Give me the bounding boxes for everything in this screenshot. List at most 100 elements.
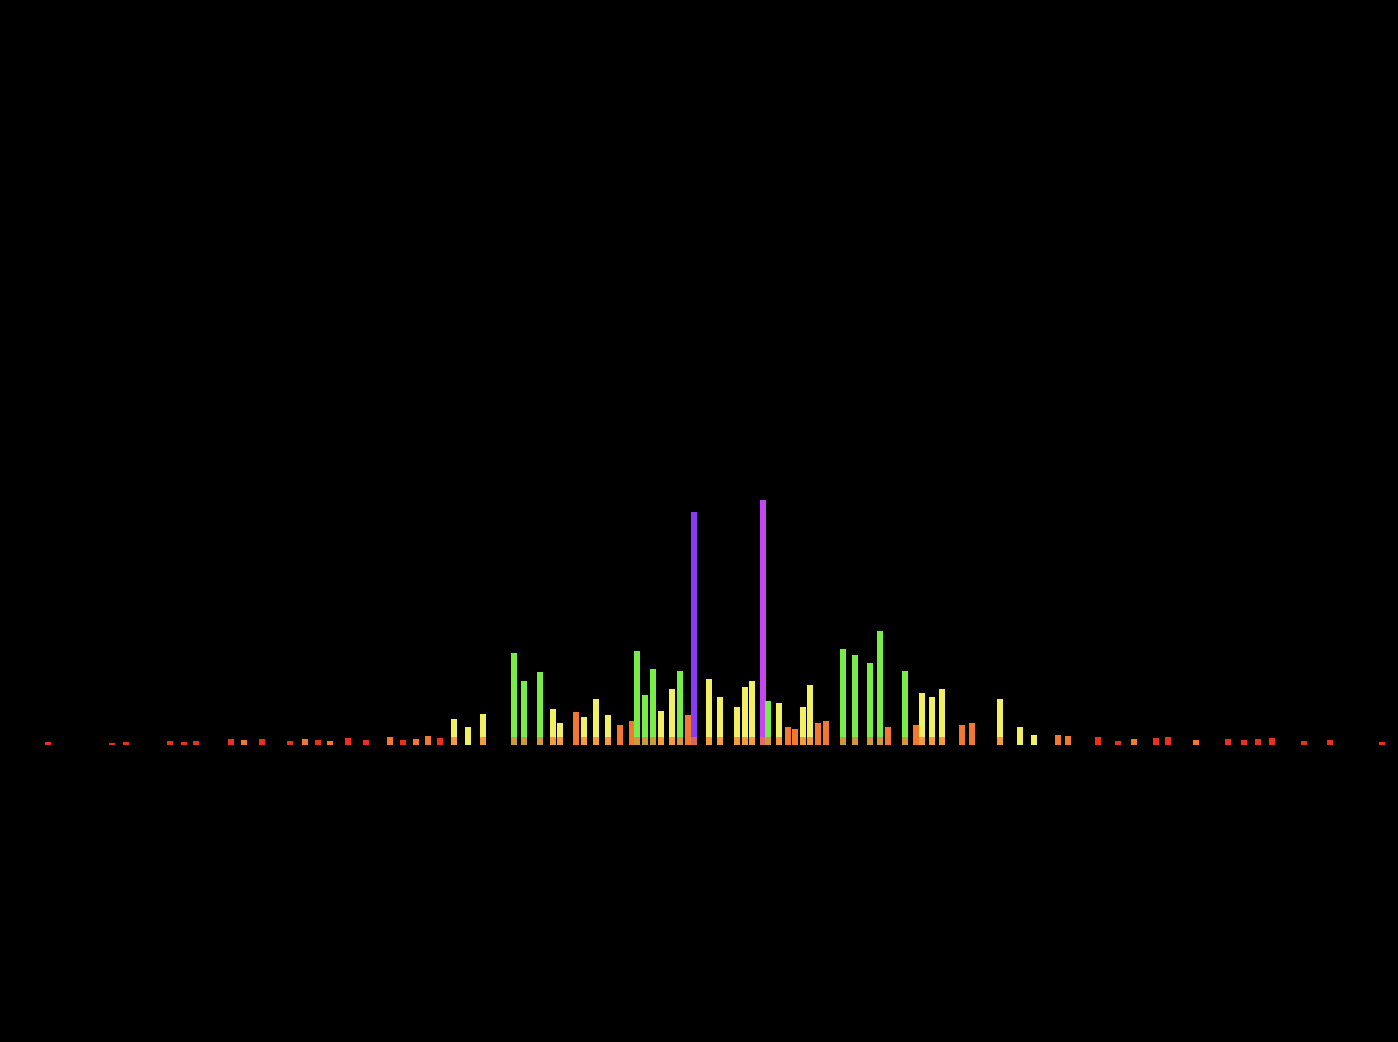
spectrum-bar-15: [387, 737, 393, 745]
spectrum-bar-40: [685, 715, 691, 745]
spectrum-bar-20: [451, 719, 457, 745]
spectrum-bar-38: [669, 689, 675, 745]
spectrum-bar-61: [902, 671, 908, 745]
spectrum-bar-74: [1115, 741, 1121, 745]
spectrum-bar-82: [1269, 738, 1275, 745]
spectrum-bar-43: [717, 697, 723, 745]
spectrum-bar-base-23: [511, 737, 517, 745]
spectrum-bar-50: [785, 727, 791, 745]
spectrum-bar-base-30: [593, 737, 599, 745]
spectrum-bar-base-53: [807, 737, 813, 745]
spectrum-bar-base-67: [969, 737, 975, 745]
spectrum-bar-base-46: [749, 737, 755, 745]
spectrum-bar-71: [1055, 735, 1061, 745]
spectrum-bar-13: [345, 738, 351, 745]
spectrum-bar-14: [363, 740, 369, 745]
spectrum-bar-68: [997, 699, 1003, 745]
spectrum-bar-49: [776, 703, 782, 745]
spectrum-bar-54: [815, 723, 821, 745]
spectrum-bar-base-48: [765, 737, 771, 745]
spectrum-bar-10: [302, 739, 308, 745]
spectrum-bar-78: [1193, 740, 1199, 745]
spectrum-bar-base-37: [658, 737, 664, 745]
spectrum-bar-base-41: [691, 737, 697, 745]
spectrum-bar-base-34: [634, 737, 640, 745]
spectrum-bar-26: [550, 709, 556, 745]
spectrum-bar-6: [228, 739, 234, 745]
spectrum-bar-45: [742, 687, 748, 745]
spectrum-bar-base-22: [480, 737, 486, 745]
spectrum-bar-83: [1301, 741, 1307, 745]
spectrum-bar-base-43: [717, 737, 723, 745]
spectrum-bar-72: [1065, 736, 1071, 745]
spectrum-bar-5: [193, 741, 199, 745]
spectrum-bar-base-56: [840, 737, 846, 745]
spectrum-bar-12: [327, 741, 333, 745]
spectrum-bar-base-54: [815, 737, 821, 745]
spectrum-bar-67: [969, 723, 975, 745]
spectrum-bar-64: [929, 697, 935, 745]
spectrum-bar-22: [480, 714, 486, 745]
spectrum-bar-base-33: [629, 737, 635, 745]
spectrum-bar-29: [581, 717, 587, 745]
spectrum-bar-73: [1095, 737, 1101, 745]
spectrum-bar-53: [807, 685, 813, 745]
spectrum-bar-52: [800, 707, 806, 745]
spectrum-bar-30: [593, 699, 599, 745]
spectrum-bar-base-57: [852, 737, 858, 745]
spectrum-bar-base-25: [537, 737, 543, 745]
spectrum-bar-36: [650, 669, 656, 745]
spectrum-bar-69: [1017, 727, 1023, 745]
spectrum-bar-28: [573, 712, 579, 745]
spectrum-bar-44: [734, 707, 740, 745]
spectrum-bar-47: [760, 500, 766, 745]
spectrum-bar-base-38: [669, 737, 675, 745]
spectrum-bar-79: [1225, 739, 1231, 745]
spectrum-bar-base-52: [800, 737, 806, 745]
spectrum-bar-base-40: [685, 737, 691, 745]
spectrum-bar-25: [537, 672, 543, 745]
spectrum-bar-70: [1031, 735, 1037, 745]
spectrum-bar-16: [400, 740, 406, 745]
spectrum-bar-base-65: [939, 737, 945, 745]
spectrum-bar-base-44: [734, 737, 740, 745]
spectrum-bar-32: [617, 725, 623, 745]
spectrum-bar-base-26: [550, 737, 556, 745]
spectrum-bar-27: [557, 723, 563, 745]
spectrum-bar-base-36: [650, 737, 656, 745]
spectrum-bar-48: [765, 701, 771, 745]
spectrum-bar-base-28: [573, 737, 579, 745]
spectrum-bar-60: [885, 727, 891, 745]
spectrum-bar-21: [465, 727, 471, 745]
spectrum-bar-23: [511, 653, 517, 745]
spectrum-bar-39: [677, 671, 683, 745]
spectrum-bar-17: [413, 739, 419, 745]
spectrum-bar-85: [1379, 742, 1385, 745]
spectrum-bar-base-47: [760, 737, 766, 745]
spectrum-bar-base-35: [642, 737, 648, 745]
spectrum-bar-base-61: [902, 737, 908, 745]
spectrum-bar-0: [45, 742, 51, 745]
spectrum-bar-base-58: [867, 737, 873, 745]
spectrum-bar-76: [1153, 738, 1159, 745]
spectrum-bar-11: [315, 740, 321, 745]
spectrum-bar-base-42: [706, 737, 712, 745]
spectrum-bar-65: [939, 689, 945, 745]
spectrum-bar-2: [123, 742, 129, 745]
spectrum-bar-base-39: [677, 737, 683, 745]
spectrum-bar-base-64: [929, 737, 935, 745]
spectrum-bar-46: [749, 681, 755, 745]
spectrum-bar-base-24: [521, 737, 527, 745]
spectrum-bar-80: [1241, 740, 1247, 745]
spectrum-bar-42: [706, 679, 712, 745]
spectrum-bar-57: [852, 655, 858, 745]
spectrum-bar-63: [919, 693, 925, 745]
spectrum-bar-7: [241, 740, 247, 745]
spectrum-bar-base-29: [581, 737, 587, 745]
spectrum-bar-18: [425, 736, 431, 745]
spectrum-bar-base-20: [451, 737, 457, 745]
spectrum-bar-base-27: [557, 737, 563, 745]
spectrum-bar-base-31: [605, 737, 611, 745]
